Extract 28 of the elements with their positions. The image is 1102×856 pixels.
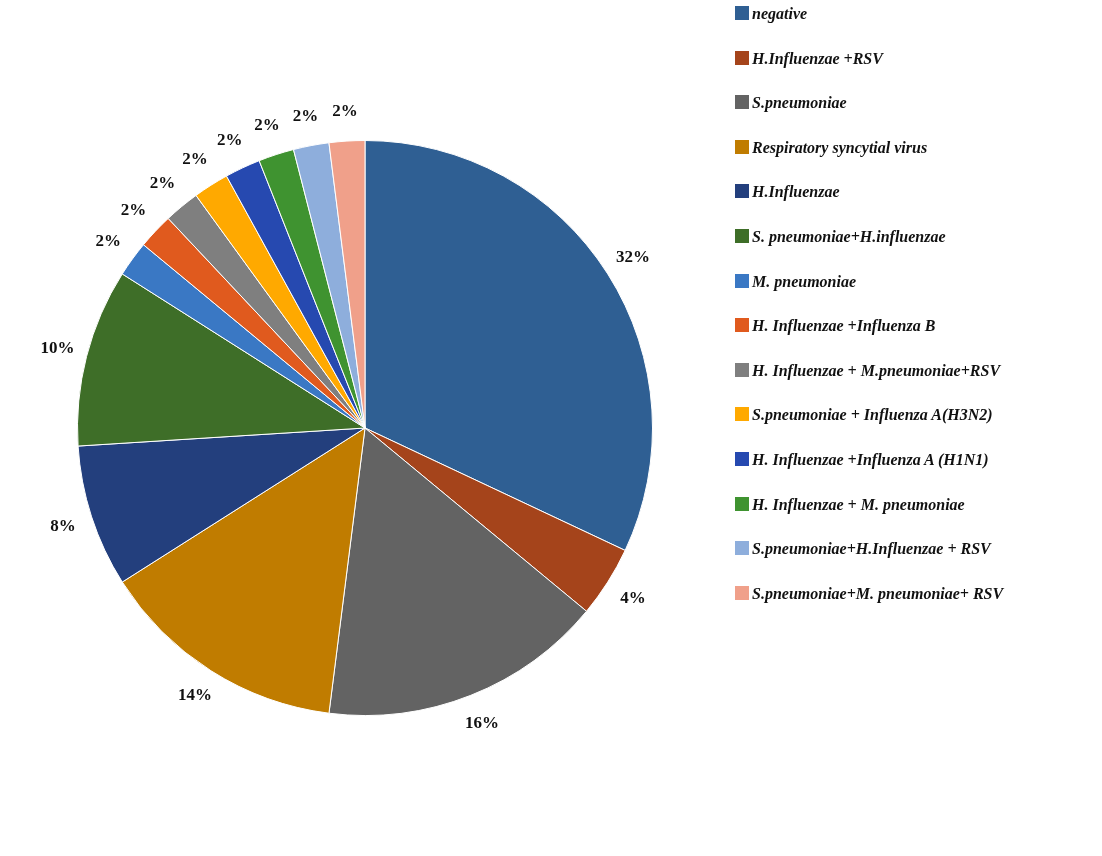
legend-label: S.pneumoniae+H.Influenzae + RSV [752, 539, 991, 559]
data-label: 2% [182, 149, 208, 169]
legend-label: H. Influenzae + M.pneumoniae+RSV [752, 360, 1001, 380]
legend-label: H. Influenzae +Influenza B [752, 316, 936, 336]
legend-label: S.pneumoniae + Influenza A(H3N2) [752, 405, 993, 425]
data-label: 10% [40, 338, 75, 358]
legend-label: S. pneumoniae+H.influenzae [752, 226, 946, 246]
data-label: 2% [95, 230, 121, 250]
data-label: 2% [217, 130, 243, 150]
legend-label: M. pneumoniae [752, 271, 857, 291]
data-label: 2% [292, 105, 319, 125]
data-label: 8% [50, 515, 76, 535]
data-label: 2% [120, 200, 147, 220]
legend-label: H.Influenzae +RSV [752, 48, 883, 68]
legend-label: H.Influenzae [752, 182, 840, 202]
data-label: 2% [149, 172, 176, 192]
data-label: 4% [620, 587, 646, 607]
data-label: 16% [464, 712, 499, 732]
data-label: 2% [332, 100, 358, 120]
legend-label: H. Influenzae +Influenza A (H1N1) [752, 449, 989, 469]
data-label: 14% [177, 685, 212, 705]
legend-label: negative [752, 4, 808, 23]
data-label: 32% [616, 247, 651, 267]
data-label: 2% [254, 115, 280, 135]
legend-label: S.pneumoniae [752, 93, 847, 113]
legend-label: Respiratory syncytial virus [752, 137, 928, 157]
legend-label: S.pneumoniae+M. pneumoniae+ RSV [752, 583, 1004, 603]
legend-label: H. Influenzae + M. pneumoniae [752, 494, 965, 514]
